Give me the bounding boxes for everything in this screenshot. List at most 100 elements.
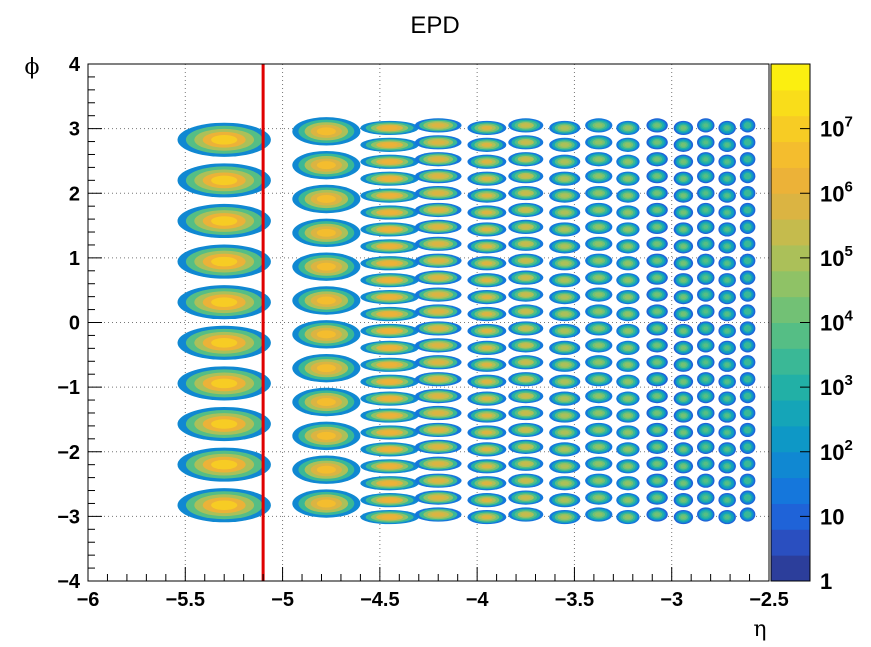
- heatmap-cell: [654, 191, 661, 196]
- heatmap-cell: [560, 396, 570, 401]
- heatmap-cell: [431, 444, 445, 449]
- y-tick-label: 4: [69, 54, 81, 76]
- heatmap-cell: [520, 326, 531, 331]
- color-scale-exponent: 6: [844, 178, 852, 195]
- heatmap-cell: [316, 195, 336, 203]
- heatmap-cell: [745, 309, 750, 314]
- heatmap-cell: [431, 512, 445, 517]
- y-tick-label: 0: [69, 313, 80, 335]
- heatmap-cell: [724, 193, 730, 198]
- heatmap-cell: [654, 427, 661, 432]
- heatmap-cell: [745, 377, 750, 382]
- heatmap-cell: [654, 394, 661, 399]
- color-scale-tick-label: 106: [820, 178, 853, 206]
- heatmap-cell: [381, 362, 398, 367]
- heatmap-cell: [211, 297, 238, 307]
- heatmap-cell: [381, 447, 398, 452]
- heatmap-cell: [724, 379, 730, 384]
- heatmap-cell: [624, 278, 632, 283]
- heatmap-cell: [381, 193, 398, 198]
- heatmap-cell: [624, 244, 632, 249]
- heatmap-cell: [431, 292, 445, 297]
- y-tick-label: −4: [57, 571, 81, 593]
- heatmap-cell: [745, 258, 750, 263]
- heatmap-cell: [680, 396, 687, 401]
- heatmap-cell: [680, 362, 687, 367]
- color-scale-band: [771, 167, 810, 194]
- heatmap-cell: [745, 275, 750, 280]
- heatmap-cell: [654, 258, 661, 263]
- heatmap-cell: [703, 208, 709, 212]
- heatmap-cell: [654, 275, 661, 280]
- heatmap-cell: [520, 292, 531, 297]
- heatmap-cell: [211, 378, 238, 389]
- heatmap-cell: [560, 210, 570, 215]
- heatmap-cell: [745, 427, 750, 432]
- heatmap-cell: [316, 127, 336, 136]
- heatmap-cell: [431, 208, 445, 212]
- heatmap-cell: [594, 140, 603, 145]
- heatmap-cell: [703, 394, 709, 399]
- heatmap-cell: [481, 176, 493, 181]
- heatmap-cell: [381, 413, 398, 418]
- heatmap-cell: [703, 326, 709, 331]
- heatmap-cell: [724, 328, 730, 333]
- heatmap-cell: [703, 512, 709, 517]
- heatmap-cell: [560, 312, 570, 317]
- x-tick-label: −2.5: [749, 589, 788, 611]
- heatmap-cell: [594, 461, 603, 466]
- heatmap-cell: [431, 377, 445, 382]
- heatmap-cell: [431, 411, 445, 416]
- heatmap-cell: [680, 159, 687, 164]
- color-scale-exponent: 2: [844, 437, 852, 454]
- y-tick-label: −3: [57, 506, 80, 528]
- heatmap-cell: [680, 244, 687, 249]
- heatmap-cell: [431, 123, 445, 128]
- color-scale-tick-label: 1: [820, 569, 832, 594]
- heatmap-cell: [560, 142, 570, 147]
- heatmap-cell: [316, 499, 336, 508]
- color-scale-tick-label: 104: [820, 308, 853, 336]
- heatmap-cell: [211, 419, 238, 429]
- heatmap-cell: [481, 515, 493, 520]
- heatmap-cell: [381, 125, 398, 130]
- heatmap-cell: [624, 142, 632, 147]
- heatmap-cell: [703, 495, 709, 500]
- heatmap-cell: [211, 459, 238, 470]
- heatmap-cell: [316, 161, 336, 170]
- heatmap-cell: [560, 278, 570, 283]
- heatmap-cell: [703, 258, 709, 263]
- color-scale-band: [771, 193, 810, 220]
- heatmap-cell: [745, 343, 750, 348]
- x-axis-label: η: [753, 617, 766, 642]
- heatmap-cell: [594, 495, 603, 500]
- color-scale-tick-label: 107: [820, 114, 853, 142]
- heatmap-cell: [594, 224, 603, 229]
- heatmap-cell: [724, 413, 730, 418]
- heatmap-cell: [431, 326, 445, 331]
- heatmap-cell: [703, 377, 709, 382]
- heatmap-cell: [481, 464, 493, 469]
- heatmap-cell: [481, 125, 493, 130]
- heatmap-cell: [481, 244, 493, 249]
- heatmap-cell: [211, 338, 238, 348]
- heatmap-cell: [703, 411, 709, 416]
- heatmap-cell: [431, 241, 445, 246]
- heatmap-cell: [724, 295, 730, 300]
- heatmap-cell: [654, 326, 661, 331]
- heatmap-cell: [520, 444, 531, 449]
- heatmap-cell: [431, 191, 445, 196]
- heatmap-cell: [520, 478, 531, 483]
- chart-title: EPD: [410, 12, 459, 39]
- heatmap-cell: [724, 498, 730, 503]
- heatmap-cell: [703, 309, 709, 314]
- heatmap-cell: [724, 227, 730, 232]
- heatmap-cell: [680, 142, 687, 147]
- heatmap-cell: [624, 396, 632, 401]
- heatmap-cell: [431, 478, 445, 483]
- heatmap-cell: [703, 444, 709, 449]
- heatmap-cell: [624, 515, 632, 520]
- color-scale-band: [771, 451, 810, 479]
- heatmap-cell: [481, 193, 493, 198]
- color-scale-exponent: 5: [844, 243, 852, 260]
